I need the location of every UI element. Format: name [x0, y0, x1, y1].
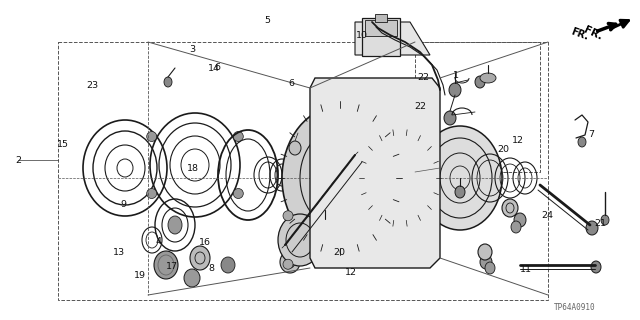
Text: 3: 3 [189, 45, 195, 54]
Text: 2: 2 [15, 156, 21, 164]
Text: 16: 16 [199, 238, 211, 247]
Ellipse shape [418, 126, 502, 230]
Ellipse shape [475, 76, 485, 88]
Text: 21: 21 [595, 219, 606, 228]
Ellipse shape [480, 73, 496, 83]
Ellipse shape [328, 164, 352, 192]
Text: 4: 4 [156, 237, 162, 246]
Text: 13: 13 [113, 248, 125, 257]
Ellipse shape [147, 132, 157, 141]
Ellipse shape [168, 216, 182, 234]
Text: FR.: FR. [570, 26, 590, 42]
Ellipse shape [283, 211, 293, 221]
Ellipse shape [586, 221, 598, 235]
Bar [362, 18, 400, 56]
Ellipse shape [455, 186, 465, 198]
Bar [365, 20, 397, 36]
Text: 6: 6 [214, 63, 221, 72]
Ellipse shape [280, 251, 300, 273]
Text: 19: 19 [134, 271, 145, 280]
Ellipse shape [184, 269, 200, 287]
Ellipse shape [319, 235, 329, 245]
Ellipse shape [221, 257, 235, 273]
Bar [415, 42, 540, 172]
Text: 7: 7 [588, 130, 595, 139]
Ellipse shape [190, 246, 210, 270]
Ellipse shape [390, 166, 410, 190]
Ellipse shape [502, 199, 518, 217]
Text: 23: 23 [87, 81, 99, 90]
Ellipse shape [282, 106, 398, 250]
Ellipse shape [154, 251, 178, 279]
Ellipse shape [480, 255, 492, 269]
Ellipse shape [514, 213, 526, 227]
Ellipse shape [164, 77, 172, 87]
Ellipse shape [591, 261, 601, 273]
Text: 1: 1 [452, 71, 459, 80]
Text: 14: 14 [209, 64, 220, 73]
Text: 20: 20 [497, 145, 509, 154]
Text: 6: 6 [288, 79, 294, 88]
Ellipse shape [278, 214, 322, 266]
Text: 24: 24 [541, 211, 553, 220]
Ellipse shape [147, 188, 157, 198]
Polygon shape [310, 78, 440, 268]
Text: 9: 9 [120, 200, 126, 209]
Text: 22: 22 [418, 73, 429, 82]
Text: 8: 8 [208, 264, 214, 273]
Ellipse shape [478, 244, 492, 260]
Text: 20: 20 [333, 248, 345, 257]
Ellipse shape [511, 221, 521, 233]
Ellipse shape [578, 137, 586, 147]
Ellipse shape [234, 188, 243, 198]
Ellipse shape [601, 215, 609, 225]
Bar [375, 14, 387, 22]
Text: 17: 17 [166, 262, 177, 271]
Text: 12: 12 [345, 268, 356, 277]
Ellipse shape [362, 133, 438, 223]
Text: 10: 10 [356, 31, 367, 40]
Ellipse shape [289, 141, 301, 155]
Ellipse shape [449, 83, 461, 97]
Polygon shape [355, 22, 430, 55]
Text: 5: 5 [264, 16, 271, 25]
Text: 12: 12 [513, 136, 524, 145]
Text: 22: 22 [414, 102, 426, 111]
Text: FR.: FR. [582, 24, 604, 42]
Text: 18: 18 [188, 164, 199, 172]
Bar [58, 42, 548, 300]
Text: 11: 11 [520, 265, 532, 274]
Ellipse shape [283, 259, 293, 269]
Text: 15: 15 [57, 140, 68, 148]
Ellipse shape [320, 219, 330, 231]
Text: TP64A0910: TP64A0910 [554, 303, 596, 313]
Ellipse shape [444, 111, 456, 125]
Ellipse shape [485, 262, 495, 274]
Ellipse shape [234, 132, 243, 141]
